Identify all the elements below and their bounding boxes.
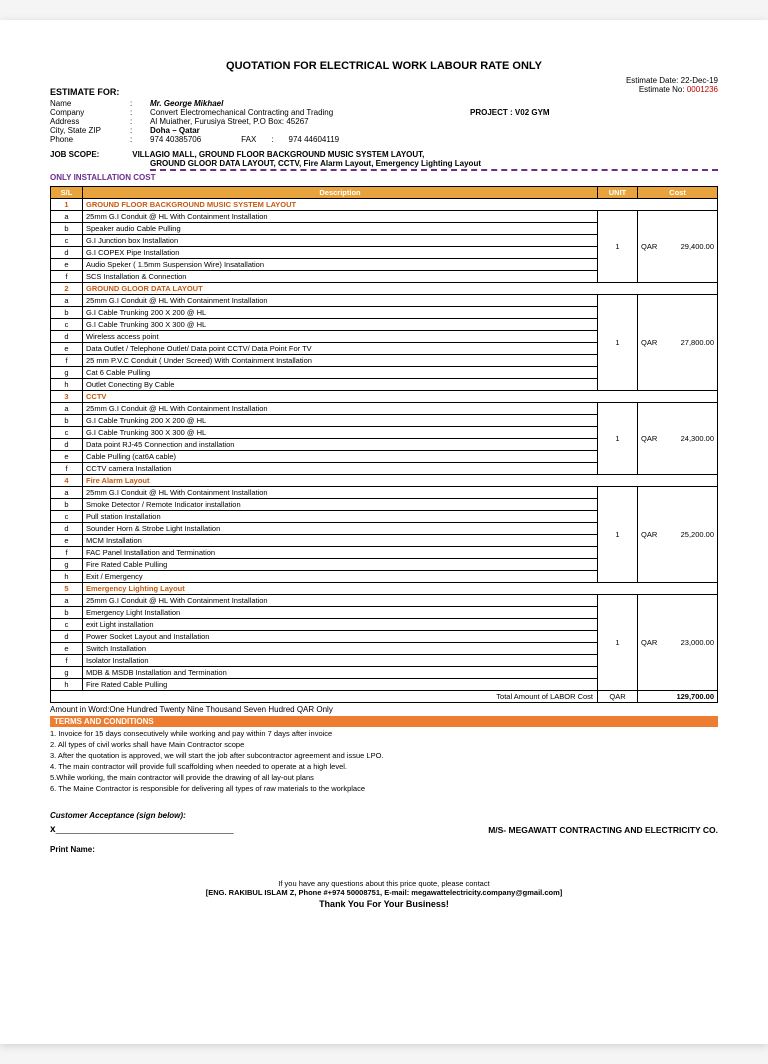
amount-in-words: Amount in Word:One Hundred Twenty Nine T… — [50, 705, 718, 714]
print-name-label: Print Name: — [50, 845, 718, 854]
footer-line1: If you have any questions about this pri… — [50, 879, 718, 888]
term-item: 1. Invoice for 15 days consecutively whi… — [50, 729, 718, 738]
term-item: 4. The main contractor will provide full… — [50, 762, 718, 771]
job-scope-1: VILLAGIO MALL, GROUND FLOOR BACKGROUND M… — [132, 150, 424, 159]
th-desc: Description — [83, 187, 598, 199]
company-signature: M/S- MEGAWATT CONTRACTING AND ELECTRICIT… — [488, 825, 718, 835]
estimate-for-label: ESTIMATE FOR: — [50, 87, 119, 97]
term-item: 3. After the quotation is approved, we w… — [50, 751, 718, 760]
footer-line2: [ENG. RAKIBUL ISLAM Z, Phone #+974 50008… — [50, 888, 718, 897]
footer-thanks: Thank You For Your Business! — [50, 899, 718, 909]
client-company: Convert Electromechanical Contracting an… — [150, 108, 718, 117]
address-label: Address — [50, 117, 130, 126]
th-unit: UNIT — [598, 187, 638, 199]
only-install-label: ONLY INSTALLATION COST — [50, 173, 718, 182]
signature-line[interactable]: x_______________________________________… — [50, 824, 234, 835]
client-fax: 974 44604119 — [289, 135, 340, 144]
th-cost: Cost — [638, 187, 718, 199]
client-phone: 974 40385706 — [150, 135, 201, 144]
client-address: Al Muiather, Furusiya Street, P.O Box: 4… — [150, 117, 718, 126]
term-item: 5.While working, the main contractor wil… — [50, 773, 718, 782]
phone-label: Phone — [50, 135, 130, 144]
terms-heading: TERMS AND CONDITIONS — [50, 716, 718, 727]
client-name: Mr. George Mikhael — [150, 99, 718, 108]
estimate-date: Estimate Date: 22-Dec-19 — [626, 76, 718, 85]
client-city: Doha – Qatar — [150, 126, 718, 135]
quotation-table: S/L Description UNIT Cost 1GROUND FLOOR … — [50, 186, 718, 703]
term-item: 6. The Maine Contractor is responsible f… — [50, 784, 718, 793]
fax-label: FAX — [241, 135, 256, 144]
doc-title: QUOTATION FOR ELECTRICAL WORK LABOUR RAT… — [50, 60, 718, 72]
name-label: Name — [50, 99, 130, 108]
job-scope-label: JOB SCOPE: — [50, 150, 130, 159]
term-item: 2. All types of civil works shall have M… — [50, 740, 718, 749]
company-label: Company — [50, 108, 130, 117]
estimate-no: Estimate No: 0001236 — [639, 85, 718, 97]
job-scope-2: GROUND GLOOR DATA LAYOUT, CCTV, Fire Ala… — [150, 159, 718, 171]
terms-list: 1. Invoice for 15 days consecutively whi… — [50, 729, 718, 793]
footer: If you have any questions about this pri… — [50, 879, 718, 909]
city-label: City, State ZIP — [50, 126, 130, 135]
project: PROJECT : V02 GYM — [470, 108, 550, 117]
th-sl: S/L — [51, 187, 83, 199]
customer-acceptance-label: Customer Acceptance (sign below): — [50, 811, 234, 820]
